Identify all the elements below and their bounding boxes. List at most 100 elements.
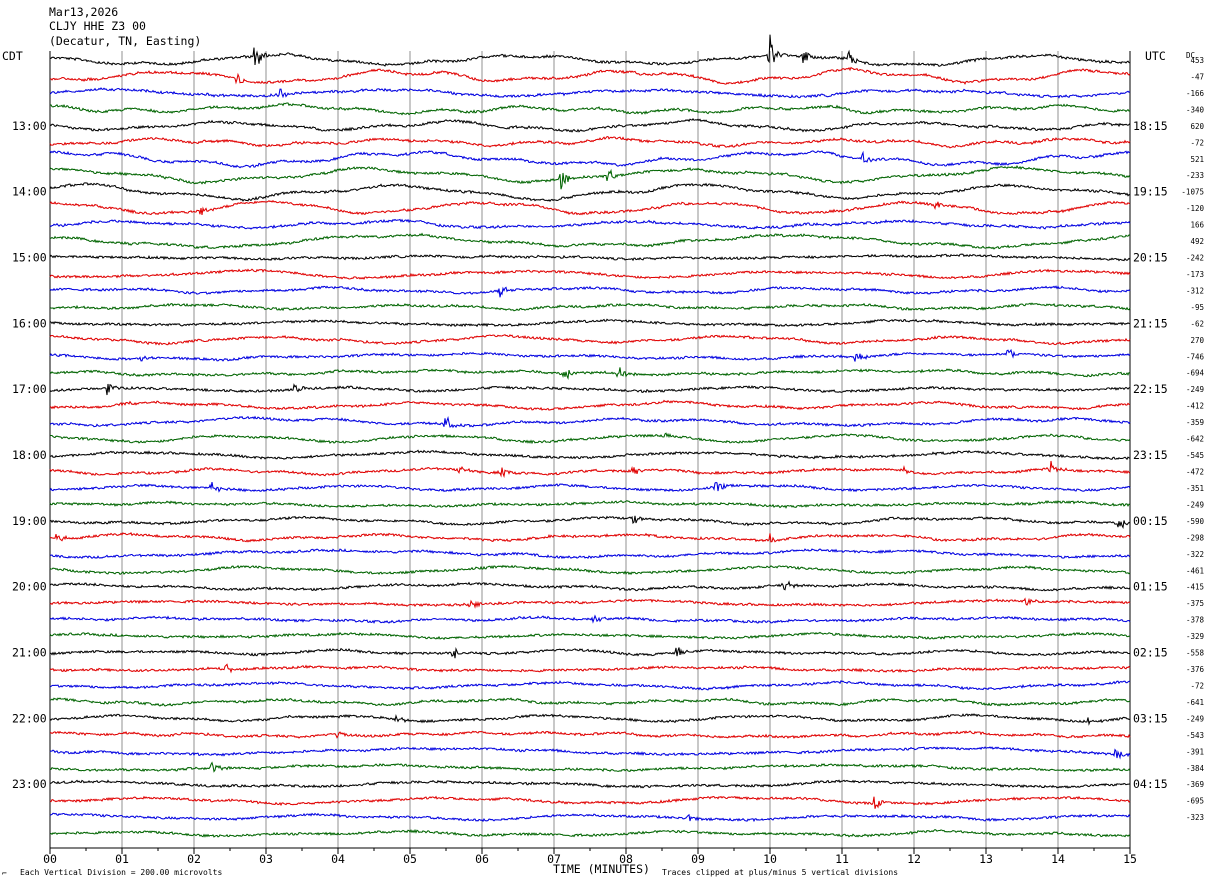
utc-hour-label: 00:15 xyxy=(1133,514,1168,528)
trace-line xyxy=(49,515,1131,530)
x-tick-label: 12 xyxy=(907,852,921,866)
x-axis: 00 01 02 03 04 05 06 07 08 09 10 11 12 13 14 15 xyxy=(43,847,1137,866)
seismic-traces xyxy=(49,34,1131,838)
minute-gridlines xyxy=(49,51,1131,848)
utc-hour-label: 04:15 xyxy=(1133,777,1168,791)
dc-offset-label: -322 xyxy=(1186,550,1204,559)
trace-line xyxy=(49,136,1131,149)
x-tick-label: 15 xyxy=(1123,852,1137,866)
cdt-hour-label: 14:00 xyxy=(12,185,47,199)
clip-note: Traces clipped at plus/minus 5 vertical … xyxy=(662,868,898,877)
dc-label: DC xyxy=(1186,51,1195,60)
dc-offset-label: -590 xyxy=(1186,517,1205,526)
dc-offset-label: -242 xyxy=(1186,254,1204,263)
utc-hour-label: 22:15 xyxy=(1133,382,1168,396)
dc-offset-label: -461 xyxy=(1186,566,1204,575)
trace-line xyxy=(49,580,1131,592)
x-axis-title: TIME (MINUTES) xyxy=(553,862,650,876)
trace-line xyxy=(49,795,1131,809)
utc-hour-label: 23:15 xyxy=(1133,448,1168,462)
trace-line xyxy=(49,812,1131,823)
dc-offset-label: 270 xyxy=(1190,336,1204,345)
utc-hour-labels: 18:15 19:15 20:15 21:15 22:15 23:15 00:15 01:15… xyxy=(1133,119,1168,791)
dc-offset-label: -249 xyxy=(1186,714,1204,723)
trace-line xyxy=(49,318,1131,328)
cdt-hour-labels: 13:00 14:00 15:00 16:00 17:00 18:00 19:00 20:00… xyxy=(12,119,47,791)
dc-offset-label: -695 xyxy=(1186,797,1204,806)
dc-offset-label: -329 xyxy=(1186,632,1204,641)
dc-offset-label: -746 xyxy=(1186,352,1205,361)
trace-line xyxy=(49,730,1131,739)
x-tick-label: 03 xyxy=(259,852,273,866)
trace-line xyxy=(49,481,1131,493)
dc-offset-label: -694 xyxy=(1186,369,1205,378)
cdt-hour-label: 20:00 xyxy=(12,580,47,594)
utc-hour-label: 19:15 xyxy=(1133,185,1168,199)
trace-line xyxy=(49,182,1131,203)
trace-line xyxy=(49,399,1131,411)
trace-line xyxy=(49,302,1131,312)
utc-hour-label: 21:15 xyxy=(1133,316,1168,330)
plot-date: Mar13,2026 xyxy=(49,5,118,19)
trace-line xyxy=(49,499,1131,509)
dc-offset-label: -376 xyxy=(1186,665,1205,674)
dc-offset-label: 453 xyxy=(1190,56,1204,65)
trace-line xyxy=(49,334,1131,346)
dc-offset-label: -641 xyxy=(1186,698,1204,707)
dc-offset-label: -166 xyxy=(1186,89,1205,98)
left-timezone-label: CDT xyxy=(2,49,23,63)
trace-line xyxy=(49,460,1131,479)
dc-offset-label: -249 xyxy=(1186,385,1204,394)
trace-line xyxy=(49,746,1131,760)
x-tick-label: 11 xyxy=(835,852,849,866)
x-tick-label: 00 xyxy=(43,852,57,866)
trace-line xyxy=(49,383,1131,396)
x-tick-label: 04 xyxy=(331,852,345,866)
dc-offset-label: -72 xyxy=(1190,138,1204,147)
dc-offset-label: -545 xyxy=(1186,451,1204,460)
trace-line xyxy=(49,232,1131,250)
trace-line xyxy=(49,415,1131,429)
dc-offset-label: -415 xyxy=(1186,583,1204,592)
trace-line xyxy=(49,348,1131,362)
trace-line xyxy=(49,218,1131,230)
utc-hour-label: 20:15 xyxy=(1133,251,1168,265)
trace-line xyxy=(49,102,1131,116)
trace-line xyxy=(49,779,1131,789)
dc-offset-label: -642 xyxy=(1186,435,1204,444)
x-tick-label: 01 xyxy=(115,852,129,866)
x-tick-label: 02 xyxy=(187,852,201,866)
dc-offset-label: -120 xyxy=(1186,204,1205,213)
trace-line xyxy=(49,548,1131,560)
trace-line xyxy=(49,199,1131,216)
dc-offset-label: 620 xyxy=(1190,122,1204,131)
cdt-hour-label: 17:00 xyxy=(12,382,47,396)
dc-offset-label: -249 xyxy=(1186,500,1204,509)
x-tick-label: 08 xyxy=(619,852,633,866)
dc-offset-label: -95 xyxy=(1190,303,1204,312)
dc-offset-label: 166 xyxy=(1190,221,1204,230)
trace-line xyxy=(49,828,1131,838)
dc-offset-label: -391 xyxy=(1186,747,1204,756)
trace-line xyxy=(49,449,1131,461)
x-tick-label: 07 xyxy=(547,852,561,866)
cdt-hour-label: 16:00 xyxy=(12,316,47,330)
x-tick-label: 06 xyxy=(475,852,489,866)
trace-line xyxy=(50,34,1131,67)
station-id: CLJY HHE Z3 00 xyxy=(49,19,146,33)
dc-offset-label: -323 xyxy=(1186,813,1204,822)
cdt-hour-label: 19:00 xyxy=(12,514,47,528)
dc-offset-label: -412 xyxy=(1186,402,1204,411)
trace-line xyxy=(49,631,1131,641)
trace-line xyxy=(49,532,1131,543)
dc-offset-label: -543 xyxy=(1186,731,1204,740)
dc-offset-label: -47 xyxy=(1190,72,1204,81)
utc-hour-label: 18:15 xyxy=(1133,119,1168,133)
trace-line xyxy=(49,663,1131,674)
dc-offset-label: -359 xyxy=(1186,418,1204,427)
trace-line xyxy=(49,87,1131,99)
dc-offset-label: -384 xyxy=(1186,764,1205,773)
x-tick-label: 10 xyxy=(763,852,777,866)
trace-line xyxy=(49,150,1131,169)
